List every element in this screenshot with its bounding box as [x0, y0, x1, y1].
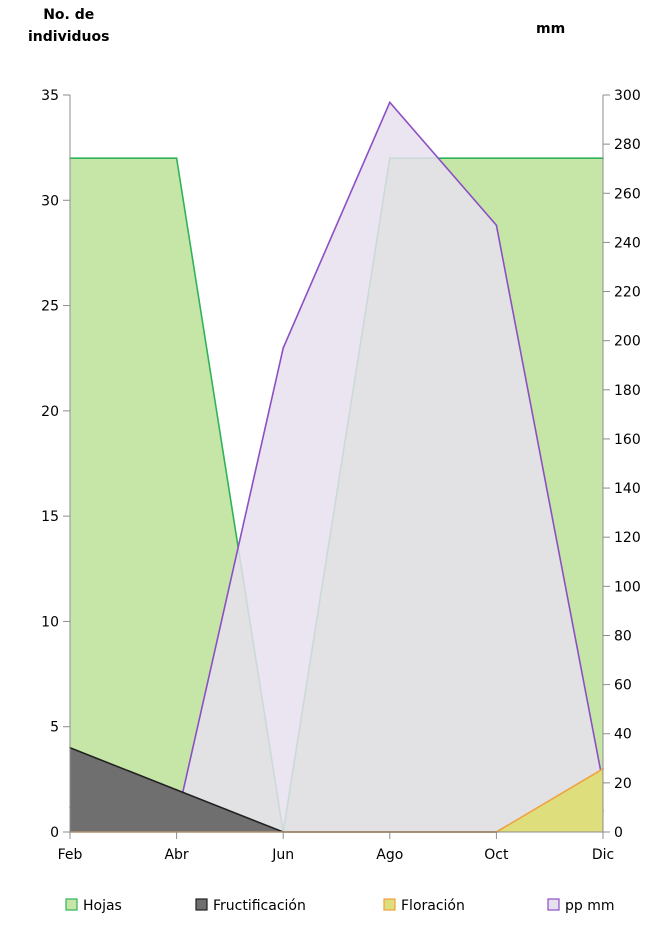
x-tick-label: Oct	[484, 847, 509, 863]
legend-label: Floración	[401, 898, 465, 914]
series-hojas-point	[495, 157, 498, 159]
series-pp-mm-point	[495, 224, 498, 227]
legend-item-fructificacion: Fructificación	[195, 898, 306, 914]
y-tick-left-label: 5	[50, 720, 59, 736]
y-tick-right-label: 220	[614, 285, 641, 301]
y-tick-left-label: 10	[41, 614, 59, 630]
y-tick-right-label: 40	[614, 727, 632, 743]
y-tick-right-label: 100	[614, 579, 641, 595]
legend-swatch	[547, 898, 560, 911]
y-tick-right-label: 160	[614, 432, 641, 448]
y-tick-right-label: 280	[614, 137, 641, 153]
legend-swatch	[65, 898, 78, 911]
y-tick-right-label: 180	[614, 383, 641, 399]
y-tick-right-label: 260	[614, 186, 641, 202]
y-tick-right-label: 200	[614, 334, 641, 350]
y-axis-left-label-line-2: individuos	[28, 29, 110, 45]
x-tick-label: Abr	[164, 847, 188, 863]
y-axis-left-label-line-1: No. de	[43, 7, 95, 23]
x-tick-label: Ago	[376, 847, 403, 863]
y-tick-right-label: 140	[614, 481, 641, 497]
y-tick-right-label: 20	[614, 776, 632, 792]
series-pp-mm-point	[389, 101, 391, 104]
y-tick-right-label: 60	[614, 678, 632, 694]
series-hojas-point	[175, 157, 178, 159]
y-axis-right-label: mm	[536, 21, 566, 37]
y-tick-left-label: 35	[41, 88, 59, 104]
x-tick-label: Jun	[271, 847, 294, 863]
series-pp-mm-point	[282, 347, 285, 349]
legend-swatch	[195, 898, 208, 911]
series-floracion-area	[70, 768, 603, 832]
x-tick-label: Dic	[592, 847, 614, 863]
y-tick-left-label: 0	[50, 825, 59, 841]
series-fructificacion-area	[70, 747, 603, 832]
legend-label: pp mm	[565, 898, 615, 914]
legend-item-pp-mm: pp mm	[547, 898, 615, 914]
y-tick-left-label: 30	[41, 193, 59, 209]
legend-item-hojas: Hojas	[65, 898, 122, 914]
series-fructificacion-point	[175, 789, 178, 791]
legend-label: Hojas	[83, 898, 122, 914]
y-axis-left-label: No. de individuos	[28, 4, 109, 48]
y-tick-left-label: 20	[41, 404, 59, 420]
y-tick-right-label: 240	[614, 235, 641, 251]
y-tick-left-label: 15	[41, 509, 59, 525]
series-pp-mm-area	[70, 102, 603, 833]
x-tick-label: Feb	[58, 847, 83, 863]
legend-label: Fructificación	[213, 898, 306, 914]
y-tick-right-label: 120	[614, 530, 641, 546]
y-tick-right-label: 80	[614, 628, 632, 644]
y-tick-right-label: 0	[614, 825, 623, 841]
legend-item-floracion: Floración	[383, 898, 465, 914]
legend-swatch	[383, 898, 396, 911]
y-tick-left-label: 25	[41, 299, 59, 315]
y-tick-right-label: 300	[614, 88, 641, 104]
